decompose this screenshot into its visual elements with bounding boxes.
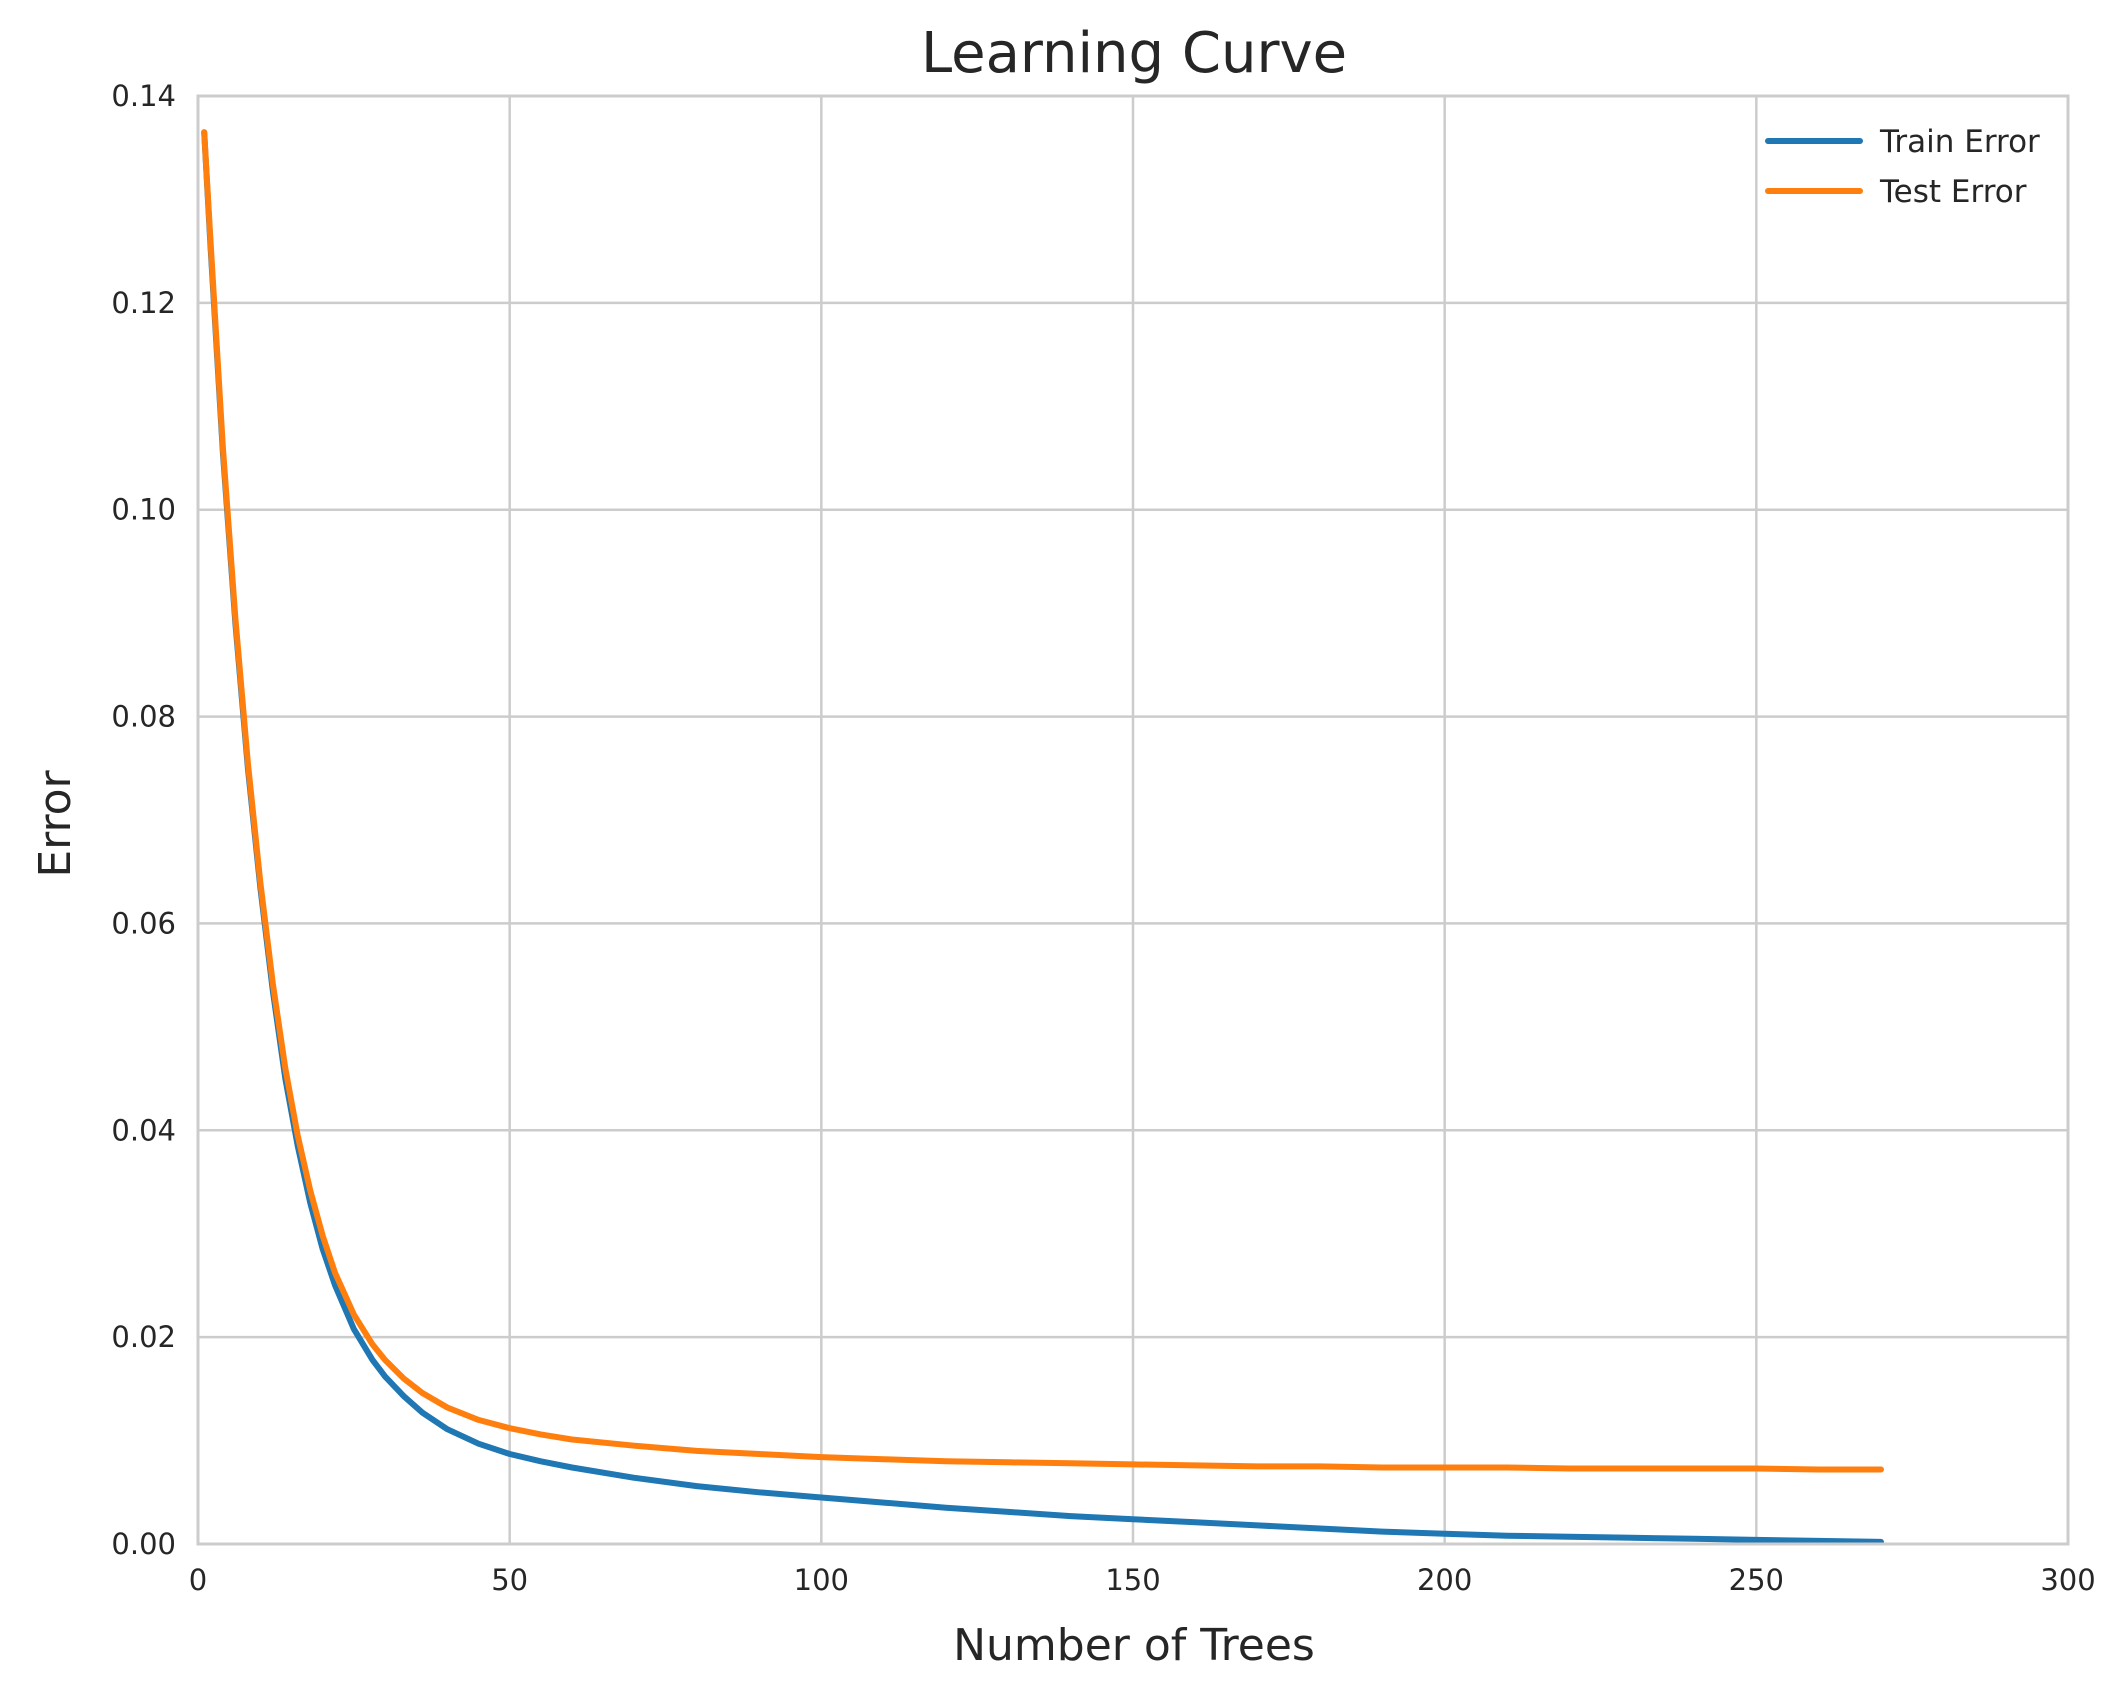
y-axis-label: Error [30,769,81,877]
series-line-test-error [201,129,1884,1473]
legend-label: Test Error [1879,174,2027,210]
y-tick-label: 0.02 [111,1320,176,1354]
chart-title: Learning Curve [921,21,1347,86]
y-tick-label: 0.04 [111,1113,176,1147]
y-tick-label: 0.06 [111,906,176,940]
x-tick-label: 0 [189,1563,207,1597]
x-tick-label: 250 [1729,1563,1784,1597]
x-tick-label: 300 [2040,1563,2095,1597]
x-tick-label: 200 [1417,1563,1472,1597]
y-tick-label: 0.14 [111,79,176,113]
x-tick-label: 150 [1105,1563,1160,1597]
plot-frame [196,94,2070,1546]
y-tick-labels: 0.00 0.02 0.04 0.06 0.08 0.10 0.12 0.14 [111,79,176,1561]
series-layer [201,129,1884,1545]
y-tick-label: 0.00 [111,1527,176,1561]
series-line-train-error [201,129,1884,1545]
y-tick-label: 0.10 [111,493,176,527]
x-axis-label: Number of Trees [953,1620,1315,1671]
y-tick-label: 0.08 [111,700,176,734]
x-tick-labels: 0 50 100 150 200 250 300 [189,1563,2096,1597]
legend: Train Error Test Error [1765,124,2040,210]
y-tick-label: 0.12 [111,286,176,320]
grid-layer [196,94,2070,1546]
x-tick-label: 100 [794,1563,849,1597]
legend-label: Train Error [1879,124,2040,160]
x-tick-label: 50 [491,1563,528,1597]
